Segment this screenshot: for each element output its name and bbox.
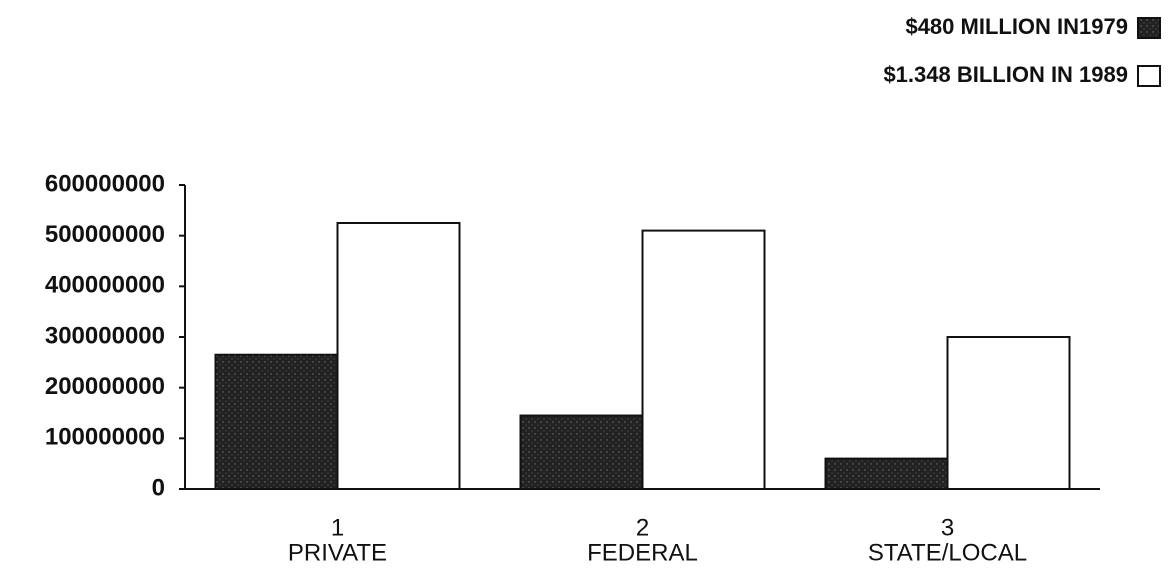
y-tick-label: 500000000 <box>45 221 165 248</box>
legend-label: $1.348 BILLION IN 1989 <box>883 62 1128 87</box>
x-tick-label: STATE/LOCAL <box>868 539 1027 566</box>
x-tick-label: PRIVATE <box>288 539 387 566</box>
bar <box>519 414 644 490</box>
bar <box>214 353 339 490</box>
bar <box>336 222 461 490</box>
y-tick-label: 600000000 <box>45 170 165 197</box>
x-tick-number: 2 <box>636 514 649 541</box>
y-tick-label: 400000000 <box>45 272 165 299</box>
y-tick-label: 200000000 <box>45 373 165 400</box>
legend-swatch <box>1137 17 1161 39</box>
y-tick-label: 100000000 <box>45 424 165 451</box>
legend-swatch <box>1137 65 1161 87</box>
y-tick-label: 0 <box>152 474 165 501</box>
legend-label: $480 MILLION IN1979 <box>905 14 1128 39</box>
y-tick-label: 300000000 <box>45 322 165 349</box>
x-tick-label: FEDERAL <box>587 539 698 566</box>
x-tick-number: 3 <box>941 514 954 541</box>
bar <box>946 336 1071 490</box>
bar <box>824 457 949 491</box>
x-tick-number: 1 <box>331 514 344 541</box>
bar <box>641 229 766 490</box>
